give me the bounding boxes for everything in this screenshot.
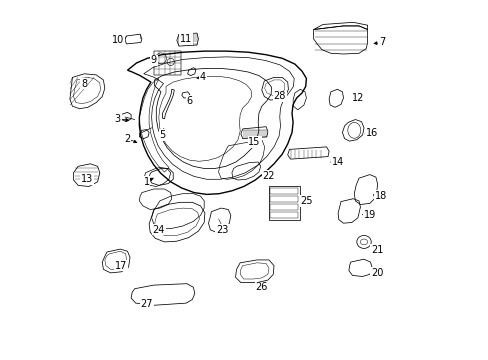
Text: 9: 9 [150, 55, 157, 66]
Text: 5: 5 [159, 130, 165, 140]
Bar [268, 186, 299, 220]
Bar [270, 196, 298, 202]
Text: 3: 3 [115, 114, 121, 124]
Text: 28: 28 [273, 91, 285, 102]
Text: 22: 22 [262, 171, 275, 181]
Bar [270, 188, 298, 194]
Text: 8: 8 [81, 78, 87, 89]
Text: 10: 10 [111, 35, 123, 45]
Text: 19: 19 [363, 210, 375, 220]
Text: 2: 2 [124, 134, 130, 144]
Text: 17: 17 [115, 261, 127, 271]
Text: 11: 11 [180, 34, 192, 44]
Text: 18: 18 [374, 191, 386, 201]
Text: 6: 6 [186, 96, 192, 106]
Text: 27: 27 [140, 299, 153, 309]
Text: 21: 21 [370, 245, 383, 255]
Text: 25: 25 [300, 196, 312, 206]
Bar [153, 51, 181, 75]
Text: 16: 16 [366, 128, 378, 138]
Bar [270, 204, 298, 210]
Text: 12: 12 [351, 93, 364, 103]
Text: 7: 7 [378, 37, 385, 48]
Text: 24: 24 [152, 225, 164, 235]
Text: 23: 23 [216, 225, 228, 235]
Text: 1: 1 [143, 177, 149, 187]
Text: 4: 4 [200, 72, 206, 82]
Text: 20: 20 [370, 268, 383, 278]
Bar [270, 212, 298, 218]
Text: 26: 26 [255, 282, 267, 292]
Text: 13: 13 [81, 174, 93, 184]
Text: 14: 14 [331, 157, 344, 167]
Text: 15: 15 [248, 137, 260, 147]
